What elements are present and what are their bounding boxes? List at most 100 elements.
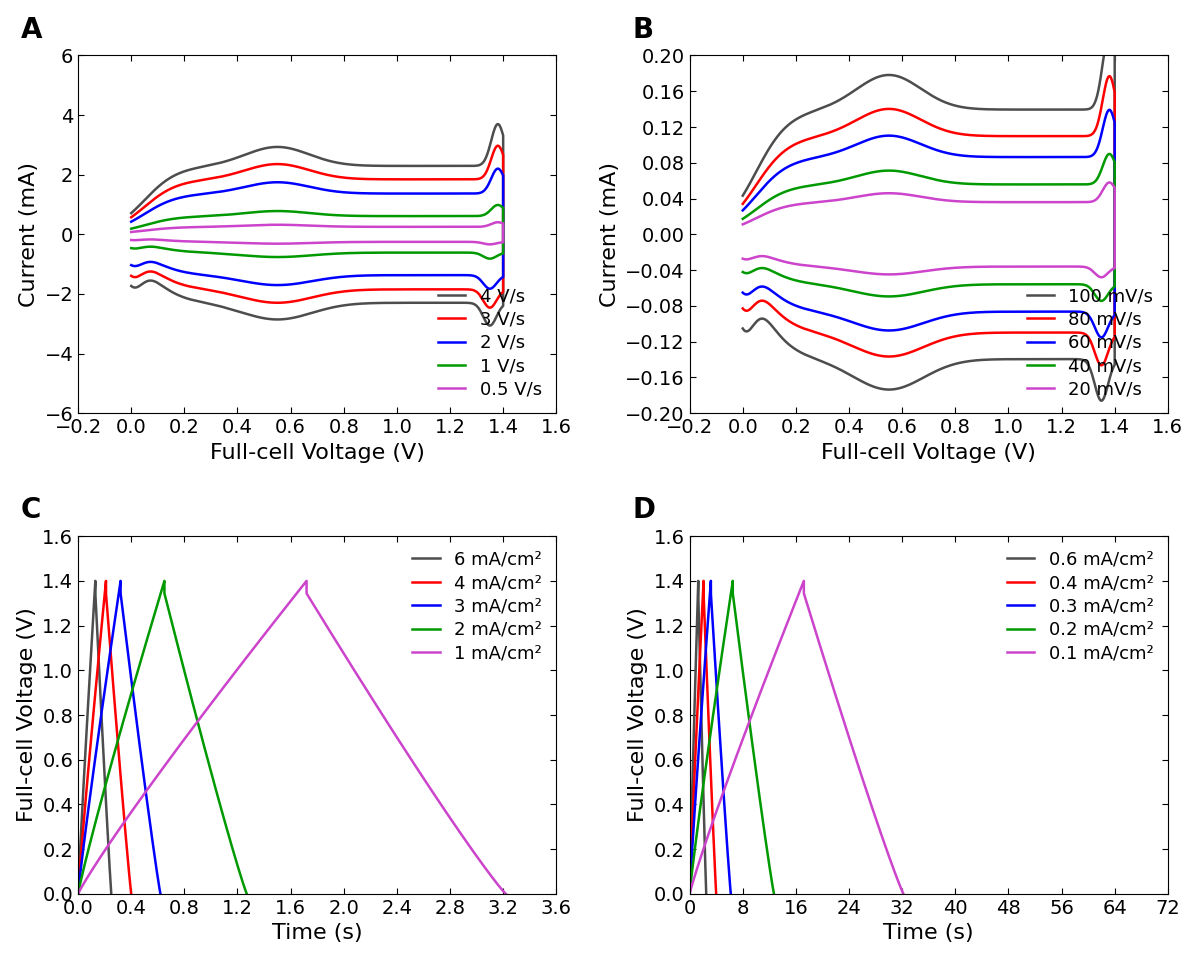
1 V/s: [487, 252, 502, 263]
20 mV/s: [782, 257, 797, 269]
0.1 mA/cm²: [742, 718, 756, 730]
Text: A: A: [20, 15, 42, 43]
Line: 100 mV/s: 100 mV/s: [743, 34, 1115, 400]
1 V/s: [257, 205, 271, 217]
1 mA/cm²: [71, 888, 85, 900]
60 mV/s: [782, 298, 797, 309]
0.6 mA/cm²: [700, 888, 714, 900]
80 mV/s: [869, 106, 883, 117]
3 V/s: [124, 270, 138, 281]
2 V/s: [124, 259, 138, 271]
Legend: 4 V/s, 3 V/s, 2 V/s, 1 V/s, 0.5 V/s: 4 V/s, 3 V/s, 2 V/s, 1 V/s, 0.5 V/s: [433, 281, 547, 404]
3 mA/cm²: [154, 888, 168, 900]
80 mV/s: [750, 179, 764, 190]
X-axis label: Full-cell Voltage (V): Full-cell Voltage (V): [210, 443, 425, 463]
0.2 mA/cm²: [704, 718, 719, 730]
4 mA/cm²: [112, 748, 126, 759]
Line: 1 mA/cm²: 1 mA/cm²: [78, 581, 506, 894]
Y-axis label: Current (mA): Current (mA): [19, 162, 38, 307]
0.5 V/s: [354, 236, 368, 248]
1 mA/cm²: [367, 696, 382, 708]
0.4 mA/cm²: [698, 646, 713, 658]
2 mA/cm²: [199, 749, 214, 760]
3 V/s: [461, 174, 475, 185]
3 mA/cm²: [133, 749, 148, 760]
100 mV/s: [782, 340, 797, 351]
1 mA/cm²: [188, 718, 203, 730]
0.2 mA/cm²: [739, 696, 754, 708]
40 mV/s: [1099, 292, 1114, 303]
2 mA/cm²: [172, 646, 186, 658]
1 V/s: [482, 252, 497, 264]
0.5 V/s: [482, 239, 497, 251]
0.5 V/s: [124, 227, 138, 238]
0.1 mA/cm²: [683, 888, 697, 900]
4 mA/cm²: [96, 602, 110, 613]
Text: B: B: [632, 15, 653, 43]
1 V/s: [461, 210, 475, 222]
0.4 mA/cm²: [696, 575, 710, 587]
20 mV/s: [1103, 177, 1117, 188]
3 V/s: [487, 299, 502, 310]
60 mV/s: [966, 307, 980, 319]
40 mV/s: [782, 273, 797, 284]
0.3 mA/cm²: [714, 749, 728, 760]
3 V/s: [172, 277, 186, 289]
1 mA/cm²: [401, 749, 415, 760]
4 V/s: [138, 194, 152, 205]
80 mV/s: [782, 316, 797, 327]
3 mA/cm²: [109, 602, 124, 613]
0.2 mA/cm²: [683, 888, 697, 900]
6 mA/cm²: [94, 696, 108, 708]
6 mA/cm²: [104, 888, 119, 900]
0.4 mA/cm²: [695, 602, 709, 613]
100 mV/s: [1072, 104, 1086, 115]
6 mA/cm²: [88, 575, 102, 587]
2 V/s: [257, 178, 271, 189]
0.1 mA/cm²: [815, 645, 829, 657]
2 V/s: [461, 188, 475, 200]
Line: 3 mA/cm²: 3 mA/cm²: [78, 581, 161, 894]
40 mV/s: [736, 213, 750, 225]
0.6 mA/cm²: [686, 718, 701, 730]
3 mA/cm²: [92, 718, 107, 730]
6 mA/cm²: [91, 646, 106, 658]
60 mV/s: [1094, 331, 1109, 343]
1 V/s: [124, 242, 138, 253]
3 mA/cm²: [120, 646, 134, 658]
0.4 mA/cm²: [683, 888, 697, 900]
100 mV/s: [869, 72, 883, 84]
6 mA/cm²: [71, 888, 85, 900]
Line: 0.1 mA/cm²: 0.1 mA/cm²: [690, 581, 904, 894]
Line: 6 mA/cm²: 6 mA/cm²: [78, 581, 112, 894]
0.4 mA/cm²: [688, 768, 702, 780]
0.3 mA/cm²: [690, 768, 704, 780]
Line: 4 mA/cm²: 4 mA/cm²: [78, 581, 131, 894]
4 V/s: [482, 320, 497, 331]
0.3 mA/cm²: [710, 696, 725, 708]
Line: 0.4 mA/cm²: 0.4 mA/cm²: [690, 581, 716, 894]
1 mA/cm²: [499, 888, 514, 900]
0.5 V/s: [487, 238, 502, 250]
2 V/s: [138, 207, 152, 219]
80 mV/s: [1094, 359, 1109, 371]
100 mV/s: [1099, 387, 1114, 398]
4 V/s: [487, 315, 502, 326]
Y-axis label: Current (mA): Current (mA): [600, 162, 619, 307]
0.1 mA/cm²: [847, 748, 862, 759]
2 mA/cm²: [185, 696, 199, 708]
Line: 0.2 mA/cm²: 0.2 mA/cm²: [690, 581, 774, 894]
0.1 mA/cm²: [830, 694, 845, 706]
3 V/s: [124, 211, 138, 223]
0.6 mA/cm²: [685, 768, 700, 780]
80 mV/s: [966, 328, 980, 340]
0.2 mA/cm²: [697, 768, 712, 780]
1 mA/cm²: [278, 602, 293, 613]
0.1 mA/cm²: [786, 602, 800, 613]
40 mV/s: [966, 279, 980, 291]
0.5 V/s: [461, 221, 475, 232]
0.3 mA/cm²: [724, 888, 738, 900]
60 mV/s: [869, 132, 883, 143]
0.2 mA/cm²: [721, 602, 736, 613]
4 V/s: [124, 207, 138, 219]
